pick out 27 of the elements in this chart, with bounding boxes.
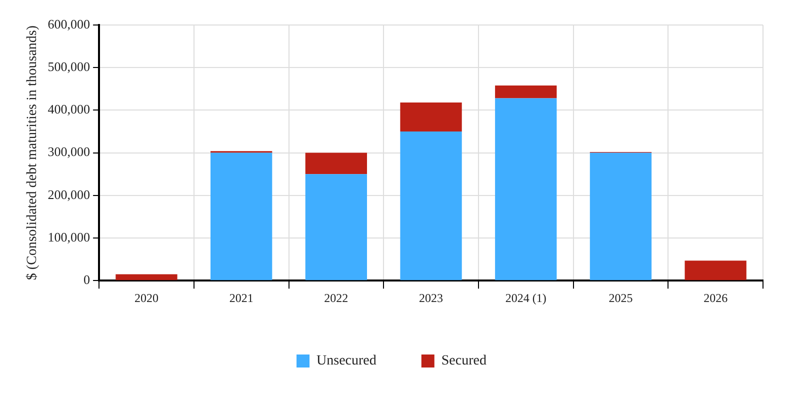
bar xyxy=(590,152,652,280)
bar xyxy=(684,260,746,280)
bar xyxy=(495,98,557,280)
x-tick-label: 2024 (1) xyxy=(505,290,546,305)
y-tick-label: 600,000 xyxy=(48,16,90,32)
y-tick-label: 100,000 xyxy=(48,229,90,244)
x-tick-label: 2020 xyxy=(134,290,158,305)
bar xyxy=(305,152,367,174)
bar xyxy=(116,274,178,280)
y-tick-label: 300,000 xyxy=(48,144,90,160)
bar xyxy=(400,102,462,132)
x-tick-label: 2023 xyxy=(419,290,444,305)
y-tick-label: 500,000 xyxy=(48,59,90,74)
y-tick-label: 400,000 xyxy=(48,102,90,117)
bar xyxy=(210,152,272,280)
legend-label: Unsecured xyxy=(316,354,376,369)
x-tick-label: 2021 xyxy=(229,290,254,305)
x-tick-label: 2022 xyxy=(324,290,348,305)
y-tick-label: 200,000 xyxy=(48,186,90,202)
y-tick-label: 0 xyxy=(84,272,90,288)
y-axis-title: $ (Consolidated debt maturities in thousands) xyxy=(25,25,40,280)
bar xyxy=(400,132,462,280)
x-tick-label: 2025 xyxy=(608,290,633,305)
x-tick-label: 2026 xyxy=(704,290,728,305)
bar xyxy=(305,174,367,280)
bar xyxy=(495,85,557,98)
legend-label: Secured xyxy=(441,354,486,369)
